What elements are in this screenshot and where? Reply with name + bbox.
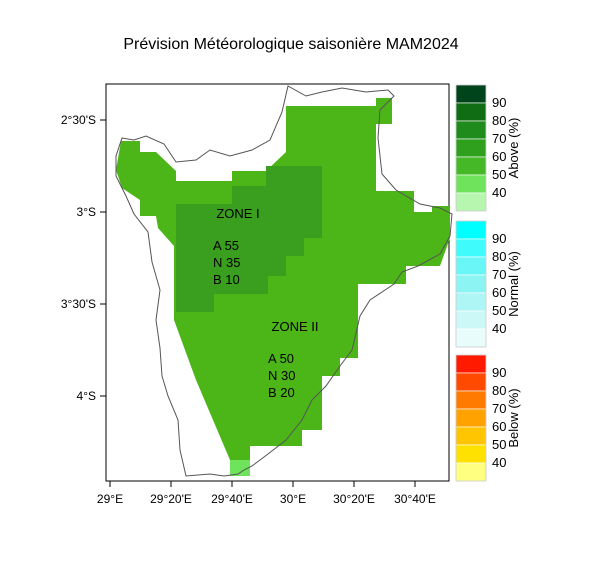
lon-axis: 29°E 29°20'E 29°40'E 30°E 30°20'E 30°40'… bbox=[97, 481, 436, 506]
legend-below-swatch bbox=[455, 408, 487, 428]
legend-normal-swatch bbox=[455, 274, 487, 294]
legend-below-swatch bbox=[455, 354, 487, 374]
legend-above-swatch bbox=[455, 156, 487, 176]
lon-tick-label: 29°E bbox=[97, 492, 123, 506]
lat-axis: 2°30'S 3°S 3°30'S 4°S bbox=[61, 113, 106, 403]
legend-normal-tick: 50 bbox=[492, 303, 506, 318]
legend-below-tick: 40 bbox=[492, 455, 506, 470]
legend-normal-tick: 80 bbox=[492, 249, 506, 264]
zone-ii-below: B 20 bbox=[268, 385, 295, 400]
legend-above-swatch bbox=[455, 192, 487, 212]
legend-normal-swatch bbox=[455, 328, 487, 348]
legend-normal-tick: 60 bbox=[492, 285, 506, 300]
legend-above-label: Above (%) bbox=[506, 118, 521, 179]
zone-ii-normal: N 30 bbox=[268, 368, 295, 383]
map-title: Prévision Météorologique saisonière MAM2… bbox=[123, 36, 459, 53]
lon-tick-label: 29°40'E bbox=[211, 492, 253, 506]
legend-normal-swatch bbox=[455, 310, 487, 330]
legend-above-tick: 50 bbox=[492, 167, 506, 182]
legend-normal-swatch bbox=[455, 220, 487, 240]
legend-normal-swatch bbox=[455, 238, 487, 258]
legend-normal-swatch bbox=[455, 256, 487, 276]
lon-tick-label: 30°20'E bbox=[333, 492, 375, 506]
legend-below-tick: 50 bbox=[492, 437, 506, 452]
legend-above-tick: 60 bbox=[492, 149, 506, 164]
zone-i-normal: N 35 bbox=[213, 255, 240, 270]
lon-tick-label: 30°E bbox=[280, 492, 306, 506]
legend-normal-tick: 90 bbox=[492, 231, 506, 246]
legend-below-swatch bbox=[455, 462, 487, 482]
legend-normal-label: Normal (%) bbox=[506, 251, 521, 317]
lat-tick-label: 4°S bbox=[77, 389, 96, 403]
lat-tick-label: 3°30'S bbox=[61, 297, 96, 311]
zone-ii-label: ZONE II bbox=[272, 319, 319, 334]
legend-normal-tick: 40 bbox=[492, 321, 506, 336]
legend-below-swatch bbox=[455, 426, 487, 446]
legend-normal-swatch bbox=[455, 292, 487, 312]
legend-below-tick: 60 bbox=[492, 419, 506, 434]
legend-below-swatch bbox=[455, 390, 487, 410]
legend-below-tick: 70 bbox=[492, 401, 506, 416]
zone-ii-fill bbox=[116, 98, 450, 460]
legend-above-swatch bbox=[455, 84, 487, 104]
legend-above-tick: 40 bbox=[492, 185, 506, 200]
legend-above-swatch bbox=[455, 102, 487, 122]
legend-above-tick: 70 bbox=[492, 131, 506, 146]
legend-normal-tick: 70 bbox=[492, 267, 506, 282]
lon-tick-label: 30°40'E bbox=[394, 492, 436, 506]
zone-i-below: B 10 bbox=[213, 272, 240, 287]
legend-below-tick: 80 bbox=[492, 383, 506, 398]
legend-above-swatch bbox=[455, 138, 487, 158]
legend-above-frame bbox=[455, 84, 487, 212]
country-border bbox=[115, 85, 453, 477]
legend-above-swatch bbox=[455, 120, 487, 140]
legend-below-tick: 90 bbox=[492, 365, 506, 380]
legend-above-tick: 80 bbox=[492, 113, 506, 128]
map-frame bbox=[105, 83, 450, 482]
zone-ii-above: A 50 bbox=[268, 351, 294, 366]
legend-below-label: Below (%) bbox=[506, 388, 521, 447]
legend-below-swatch bbox=[455, 444, 487, 464]
legend-normal-frame bbox=[455, 220, 487, 348]
lon-tick-label: 29°20'E bbox=[150, 492, 192, 506]
zone-i-fill bbox=[176, 166, 322, 312]
legend-below-swatch bbox=[455, 372, 487, 392]
legend-below-frame bbox=[455, 354, 487, 482]
zone-i-label: ZONE I bbox=[216, 206, 259, 221]
south-tip-fill bbox=[230, 460, 250, 476]
legend-above-tick: 90 bbox=[492, 95, 506, 110]
lat-tick-label: 2°30'S bbox=[61, 113, 96, 127]
legend-above-swatch bbox=[455, 174, 487, 194]
zone-i-above: A 55 bbox=[213, 238, 239, 253]
lat-tick-label: 3°S bbox=[77, 205, 96, 219]
